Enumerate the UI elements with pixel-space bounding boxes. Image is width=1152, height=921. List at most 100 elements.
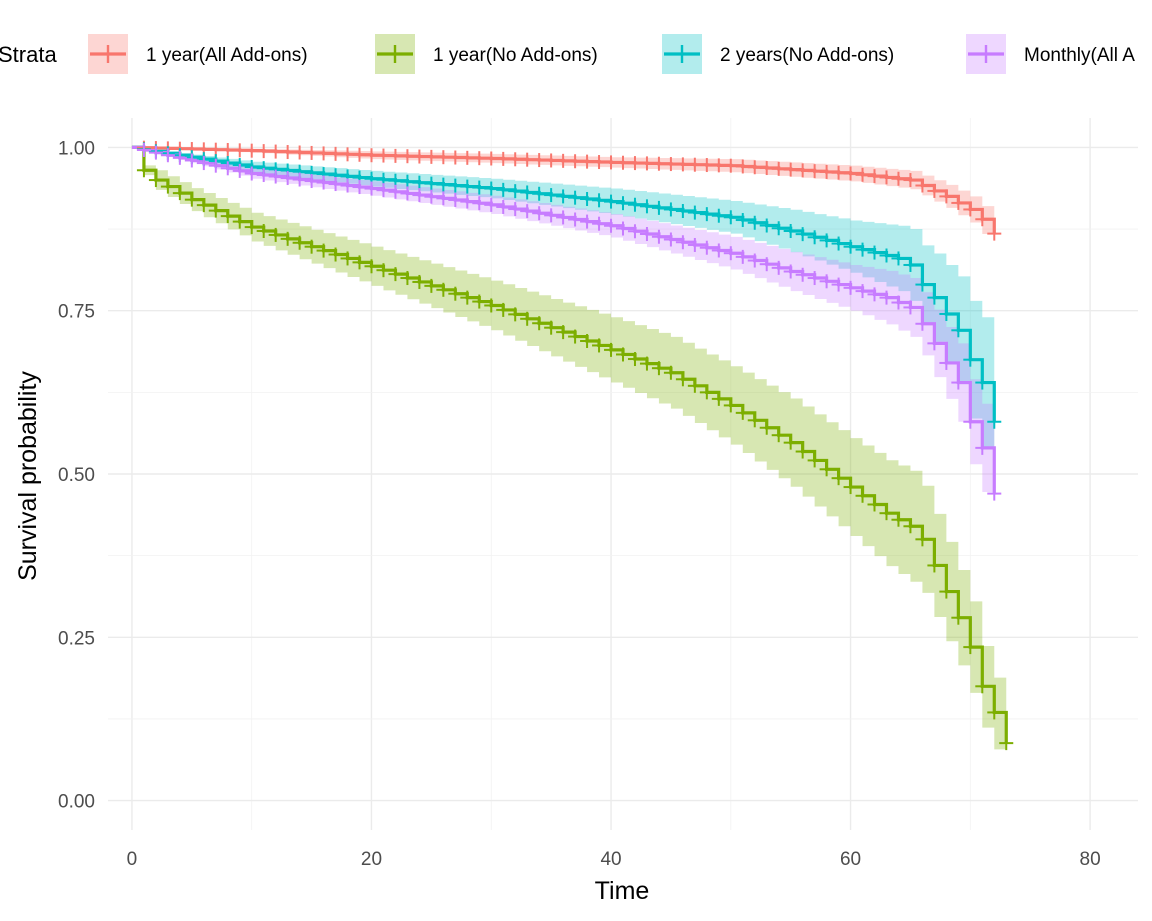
censor-mark: [867, 245, 882, 260]
censor-mark: [256, 168, 271, 183]
censor-mark: [616, 196, 630, 211]
censor-mark: [915, 532, 930, 547]
censor-mark: [951, 195, 966, 210]
x-tick-label: 80: [1080, 849, 1101, 870]
censor-mark: [735, 159, 750, 174]
y-tick-label: 0.00: [58, 792, 95, 813]
censor-mark: [448, 286, 463, 301]
censor-mark: [280, 171, 295, 186]
censor-mark: [747, 413, 762, 428]
censor-mark: [592, 338, 607, 353]
censor-mark: [460, 194, 475, 209]
censor-mark: [244, 220, 259, 235]
censor-mark: [963, 640, 978, 655]
censor-mark: [604, 155, 619, 170]
censor-mark: [783, 264, 798, 279]
censor-mark: [675, 235, 690, 250]
censor-mark: [376, 148, 391, 163]
censor-mark: [735, 405, 750, 420]
censor-mark: [687, 237, 702, 252]
censor-mark: [148, 173, 163, 188]
censor-mark: [400, 271, 415, 286]
censor-mark: [699, 240, 714, 255]
censor-mark: [987, 705, 1002, 720]
censor-mark: [627, 197, 642, 212]
censor-mark: [663, 232, 678, 247]
censor-mark: [544, 320, 559, 335]
grid: [108, 118, 1138, 830]
censor-mark: [711, 208, 726, 223]
censor-mark: [544, 153, 559, 168]
censor-mark: [592, 193, 607, 208]
censor-mark: [136, 143, 151, 158]
censor-mark: [891, 251, 906, 266]
censor-mark: [867, 497, 882, 512]
censor-mark: [987, 414, 1002, 429]
censor-mark: [268, 144, 283, 159]
censor-mark: [532, 206, 547, 221]
censor-mark: [556, 325, 571, 340]
censor-mark: [759, 161, 774, 176]
censor-mark: [280, 231, 295, 246]
censor-mark: [999, 736, 1014, 751]
censor-mark: [412, 274, 427, 289]
censor-mark: [687, 157, 702, 172]
censor-mark: [220, 143, 235, 158]
censor-mark: [711, 391, 726, 406]
censor-mark: [172, 150, 187, 165]
censor-mark: [735, 213, 750, 228]
censor-mark: [328, 146, 343, 161]
legend-label: Monthly(All A: [1024, 45, 1135, 66]
censor-mark: [975, 440, 990, 455]
censor-mark: [903, 519, 918, 534]
censor-mark: [927, 183, 942, 198]
censor-mark: [963, 202, 978, 217]
censor-mark: [627, 224, 642, 239]
censor-mark: [987, 226, 1002, 241]
censor-mark: [723, 246, 738, 261]
censor-mark: [496, 199, 511, 214]
censor-mark: [508, 307, 523, 322]
censor-mark: [807, 271, 822, 286]
censor-mark: [651, 156, 666, 171]
censor-mark: [807, 453, 822, 468]
censor-marks: [136, 140, 1014, 751]
legend-entry: 1 year(No Add-ons): [375, 34, 598, 74]
censor-mark: [520, 152, 535, 167]
censor-mark: [424, 149, 439, 164]
censor-mark: [172, 186, 187, 201]
censor-mark: [807, 164, 822, 179]
censor-mark: [616, 155, 630, 170]
censor-mark: [244, 166, 259, 181]
censor-mark: [903, 300, 918, 315]
censor-mark: [580, 154, 595, 169]
censor-mark: [604, 194, 619, 209]
censor-mark: [508, 202, 523, 217]
censor-mark: [699, 385, 714, 400]
censor-mark: [819, 164, 834, 179]
censor-mark: [472, 180, 487, 195]
censor-mark: [843, 280, 858, 295]
censor-mark: [963, 352, 978, 367]
censor-mark: [843, 239, 858, 254]
censor-mark: [783, 435, 798, 450]
legend: Strata 1 year(All Add-ons) 1 year(No Add-…: [0, 34, 1135, 74]
censor-mark: [232, 143, 247, 158]
x-tick-label: 60: [840, 849, 861, 870]
censor-mark: [867, 287, 882, 302]
censor-mark: [915, 277, 930, 292]
censor-mark: [232, 163, 247, 178]
censor-mark: [879, 248, 894, 263]
censor-mark: [232, 214, 247, 229]
censor-mark: [963, 414, 978, 429]
censor-mark: [711, 243, 726, 258]
censor-mark: [783, 224, 798, 239]
censor-mark: [651, 361, 666, 376]
censor-mark: [244, 143, 259, 158]
legend-title: Strata: [0, 42, 57, 67]
censor-mark: [975, 212, 990, 227]
censor-mark: [496, 182, 511, 197]
censor-mark: [352, 180, 367, 195]
censor-mark: [903, 257, 918, 272]
